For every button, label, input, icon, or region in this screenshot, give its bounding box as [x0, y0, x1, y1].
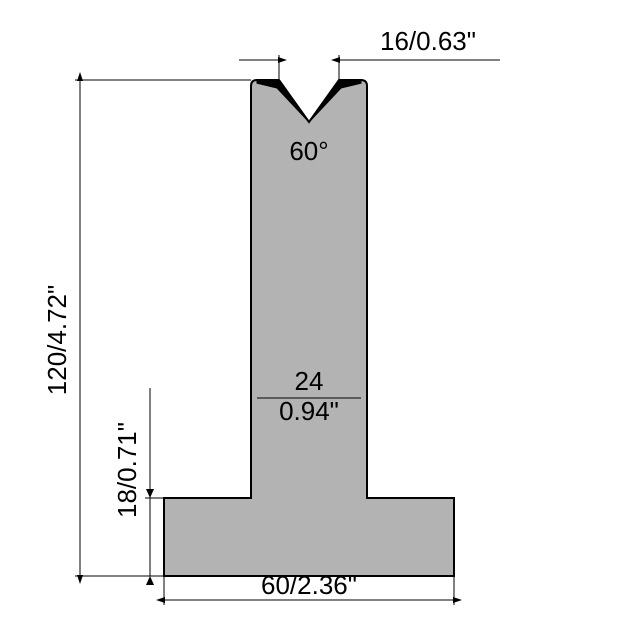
dim-v-angle: 60°: [289, 136, 328, 166]
dim-base-height-label: 18/0.71": [112, 422, 142, 518]
dim-stem-width-in: 0.94": [279, 396, 339, 426]
dim-base-width-label: 60/2.36": [261, 570, 357, 600]
dim-stem-width-mm: 24: [295, 366, 324, 396]
dim-v-opening: 16/0.63": [239, 26, 500, 80]
dim-base-height: 18/0.71": [112, 388, 164, 576]
dim-height-total-label: 120/4.72": [42, 285, 72, 395]
dim-v-angle-label: 60°: [289, 136, 328, 166]
dim-v-opening-label: 16/0.63": [380, 26, 476, 56]
